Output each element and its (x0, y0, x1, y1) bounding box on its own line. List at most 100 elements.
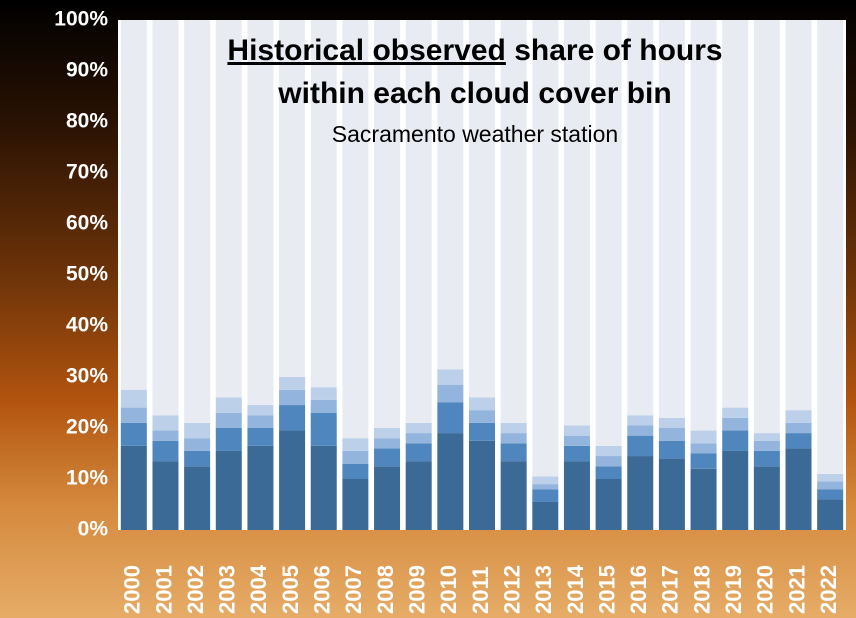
bar-segment (817, 20, 844, 474)
bar-segment (753, 440, 780, 451)
bar-segment (563, 20, 590, 426)
y-tick-label: 70% (66, 161, 108, 184)
bar-segment (690, 430, 717, 444)
x-tick-label: 2018 (689, 565, 714, 614)
bar-segment (120, 422, 147, 446)
bar-segment (152, 461, 179, 530)
bar-segment (690, 443, 717, 454)
bar-segment (500, 20, 527, 423)
bar-segment (753, 433, 780, 441)
bar-segment (785, 410, 812, 423)
bar-segment (753, 20, 780, 434)
x-tick-label: 2010 (436, 565, 461, 614)
x-tick-label: 2017 (658, 565, 683, 614)
bar-segment (753, 466, 780, 530)
bar-segment (817, 481, 844, 490)
y-tick-label: 10% (66, 467, 108, 490)
bar-segment (247, 415, 274, 428)
y-tick-label: 50% (66, 263, 108, 286)
bar-segment (469, 20, 495, 398)
x-tick-label: 2009 (405, 565, 430, 614)
chart-title-line2: within each cloud cover bin (277, 77, 671, 110)
bar-segment (152, 415, 179, 431)
bar-segment (532, 501, 559, 530)
x-tick-label: 2012 (499, 565, 524, 614)
bar-segment (279, 377, 306, 390)
bar-segment (563, 445, 590, 462)
y-tick-label: 30% (66, 365, 108, 388)
bar-segment (342, 463, 369, 479)
x-tick-label: 2015 (594, 565, 619, 614)
y-tick-label: 20% (66, 416, 108, 439)
bar-segment (627, 20, 654, 416)
bar-segment (437, 402, 464, 434)
bar-segment (563, 435, 590, 446)
bar-segment (500, 433, 527, 444)
bar-segment (469, 440, 495, 530)
chart-title: Historical observed share of hours (227, 34, 722, 67)
x-tick-label: 2000 (120, 565, 145, 614)
bar-segment (310, 412, 337, 446)
x-tick-label: 2011 (468, 566, 493, 614)
y-tick-label: 40% (66, 314, 108, 337)
bars (120, 20, 844, 530)
bar-segment (658, 458, 685, 530)
bar-segment (152, 430, 179, 441)
bar-segment (722, 430, 749, 451)
x-tick-label: 2021 (784, 565, 809, 614)
bar-segment (184, 438, 211, 451)
bar-segment (722, 20, 749, 408)
bar-segment (500, 422, 527, 434)
bar-segment (310, 445, 337, 530)
bar-segment (817, 489, 844, 500)
bar-segment (279, 389, 306, 406)
bar-segment (152, 440, 179, 462)
bar-segment (120, 20, 147, 390)
bar-segment (405, 422, 432, 434)
x-tick-label: 2016 (626, 565, 651, 614)
bar-segment (469, 422, 495, 441)
x-tick-label: 2005 (278, 565, 303, 614)
bar-segment (722, 450, 749, 530)
bar-segment (690, 468, 717, 530)
bar-segment (563, 425, 590, 436)
bar-segment (595, 456, 622, 467)
bar-segment (722, 407, 749, 418)
bar-segment (120, 407, 147, 423)
bar-segment (374, 20, 401, 428)
bar-segment (215, 412, 242, 428)
bar-segment (437, 384, 464, 403)
x-tick-label: 2013 (531, 565, 556, 614)
bar-segment (120, 389, 147, 408)
title-underlined: Historical observed (227, 34, 505, 67)
bar-segment (469, 397, 495, 411)
bar-segment (152, 20, 179, 416)
bar-segment (785, 20, 812, 411)
y-tick-label: 0% (78, 518, 109, 541)
bar-segment (342, 479, 369, 530)
bar-segment (690, 20, 717, 431)
bar-segment (184, 466, 211, 530)
bar-segment (437, 20, 464, 370)
bar-segment (405, 443, 432, 462)
x-tick-label: 2020 (753, 565, 778, 614)
chart-subtitle: Sacramento weather station (332, 121, 618, 147)
y-tick-label: 60% (66, 212, 108, 235)
bar-segment (595, 445, 622, 457)
bar-segment (627, 415, 654, 426)
y-tick-label: 90% (66, 59, 108, 82)
bar-segment (215, 450, 242, 530)
x-tick-label: 2007 (341, 565, 366, 614)
bar-segment (342, 20, 369, 439)
bar-segment (215, 397, 242, 413)
bar-segment (817, 473, 844, 482)
bar-segment (595, 466, 622, 479)
bar-segment (532, 484, 559, 490)
bar-segment (279, 405, 306, 431)
bar-segment (437, 433, 464, 530)
bar-segment (690, 453, 717, 469)
bar-segment (310, 387, 337, 400)
bar-segment (215, 20, 242, 398)
bar-segment (279, 20, 306, 377)
